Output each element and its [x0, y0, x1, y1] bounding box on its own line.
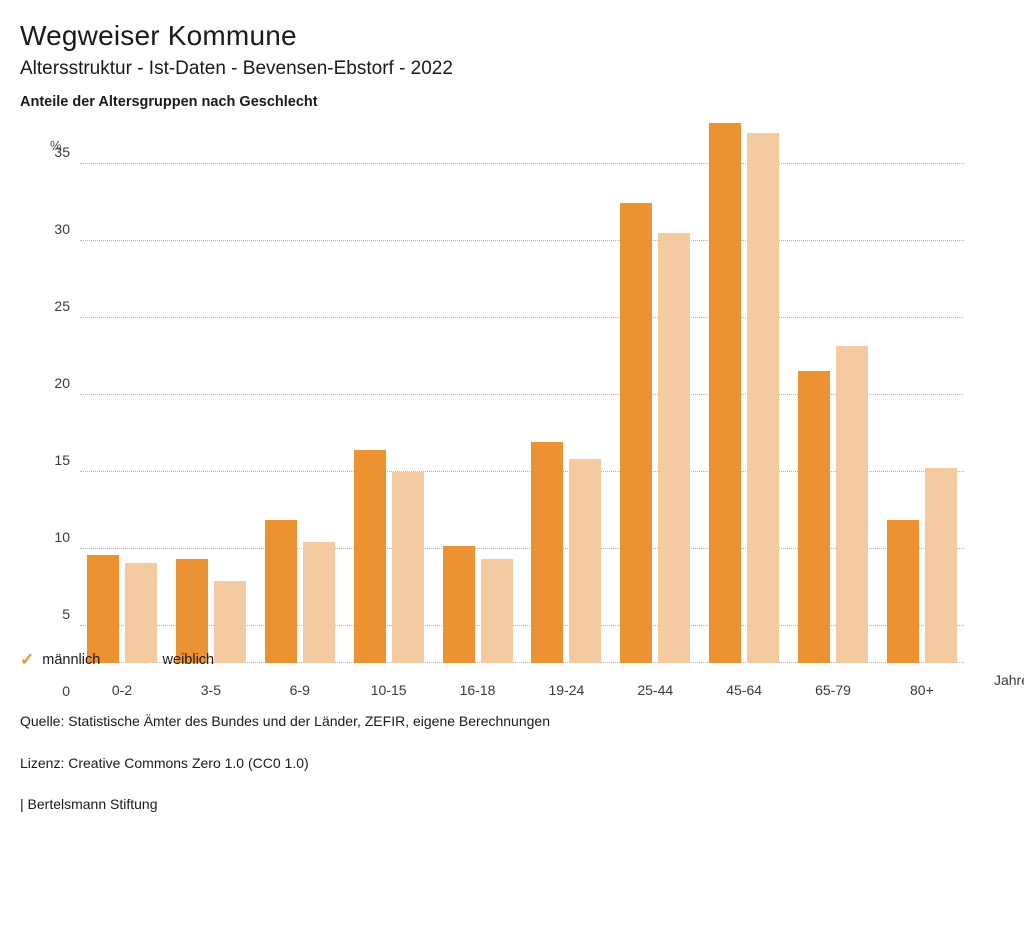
- xtick-65-79: 65-79: [791, 682, 875, 698]
- bar-female-45-64[interactable]: [747, 133, 779, 664]
- ytick-10: 10: [20, 529, 70, 545]
- chart-area: % 35 30 25 20 15 10 5 0: [20, 138, 1004, 718]
- bar-male-80plus[interactable]: [887, 520, 919, 663]
- bar-group-80plus: [880, 163, 964, 663]
- bar-female-6-9[interactable]: [303, 542, 335, 664]
- legend-item-female[interactable]: ✓ weiblich: [140, 650, 214, 670]
- bar-male-6-9[interactable]: [265, 520, 297, 663]
- xtick-45-64: 45-64: [702, 682, 786, 698]
- bars-container: [80, 163, 964, 663]
- ytick-5: 5: [20, 606, 70, 622]
- xtick-16-18: 16-18: [436, 682, 520, 698]
- chart-page: Wegweiser Kommune Altersstruktur - Ist-D…: [0, 0, 1024, 946]
- bar-female-65-79[interactable]: [836, 346, 868, 663]
- bar-female-0-2[interactable]: [125, 563, 157, 663]
- footer-license: Lizenz: Creative Commons Zero 1.0 (CC0 1…: [20, 747, 550, 781]
- bar-group-65-79: [791, 163, 875, 663]
- bar-male-65-79[interactable]: [798, 371, 830, 663]
- bar-female-3-5[interactable]: [214, 581, 246, 664]
- bar-female-19-24[interactable]: [569, 459, 601, 663]
- bar-group-10-15: [347, 163, 431, 663]
- legend-item-male[interactable]: ✓ männlich: [20, 650, 100, 670]
- bar-group-45-64: [702, 163, 786, 663]
- legend-label-male: männlich: [42, 652, 100, 668]
- bar-male-19-24[interactable]: [531, 442, 563, 663]
- bar-male-3-5[interactable]: [176, 559, 208, 663]
- bar-group-3-5: [169, 163, 253, 663]
- bar-female-16-18[interactable]: [481, 559, 513, 663]
- x-axis-labels: 0-2 3-5 6-9 10-15 16-18 19-24 25-44 45-6…: [80, 682, 964, 698]
- bar-group-6-9: [258, 163, 342, 663]
- ytick-0: 0: [20, 683, 70, 699]
- xtick-80plus: 80+: [880, 682, 964, 698]
- footer-source: Quelle: Statistische Ämter des Bundes un…: [20, 705, 550, 739]
- bar-male-45-64[interactable]: [709, 123, 741, 663]
- xtick-19-24: 19-24: [524, 682, 608, 698]
- check-icon-female: ✓: [140, 650, 154, 670]
- bar-group-25-44: [613, 163, 697, 663]
- xtick-3-5: 3-5: [169, 682, 253, 698]
- xtick-6-9: 6-9: [258, 682, 342, 698]
- bar-group-19-24: [524, 163, 608, 663]
- bar-male-16-18[interactable]: [443, 546, 475, 663]
- bar-group-16-18: [436, 163, 520, 663]
- ytick-25: 25: [20, 298, 70, 314]
- bar-female-25-44[interactable]: [658, 233, 690, 663]
- bar-female-10-15[interactable]: [392, 472, 424, 663]
- xtick-25-44: 25-44: [613, 682, 697, 698]
- chart-legend: ✓ männlich ✓ weiblich: [20, 650, 214, 670]
- x-axis-unit-label: Jahre: [994, 672, 1024, 688]
- bar-male-0-2[interactable]: [87, 555, 119, 664]
- bar-group-0-2: [80, 163, 164, 663]
- chart-footer: Quelle: Statistische Ämter des Bundes un…: [20, 705, 550, 830]
- ytick-35: 35: [20, 144, 70, 160]
- chart-subtitle: Anteile der Altersgruppen nach Geschlech…: [20, 94, 1004, 110]
- page-title: Wegweiser Kommune: [20, 20, 1004, 52]
- ytick-30: 30: [20, 221, 70, 237]
- page-subtitle: Altersstruktur - Ist-Daten - Bevensen-Eb…: [20, 58, 1004, 80]
- ytick-15: 15: [20, 452, 70, 468]
- bar-male-25-44[interactable]: [620, 203, 652, 663]
- ytick-20: 20: [20, 375, 70, 391]
- xtick-10-15: 10-15: [347, 682, 431, 698]
- bar-male-10-15[interactable]: [354, 450, 386, 663]
- xtick-0-2: 0-2: [80, 682, 164, 698]
- bar-female-80plus[interactable]: [925, 468, 957, 663]
- legend-label-female: weiblich: [163, 652, 215, 668]
- check-icon-male: ✓: [20, 650, 34, 670]
- footer-org: | Bertelsmann Stiftung: [20, 788, 550, 822]
